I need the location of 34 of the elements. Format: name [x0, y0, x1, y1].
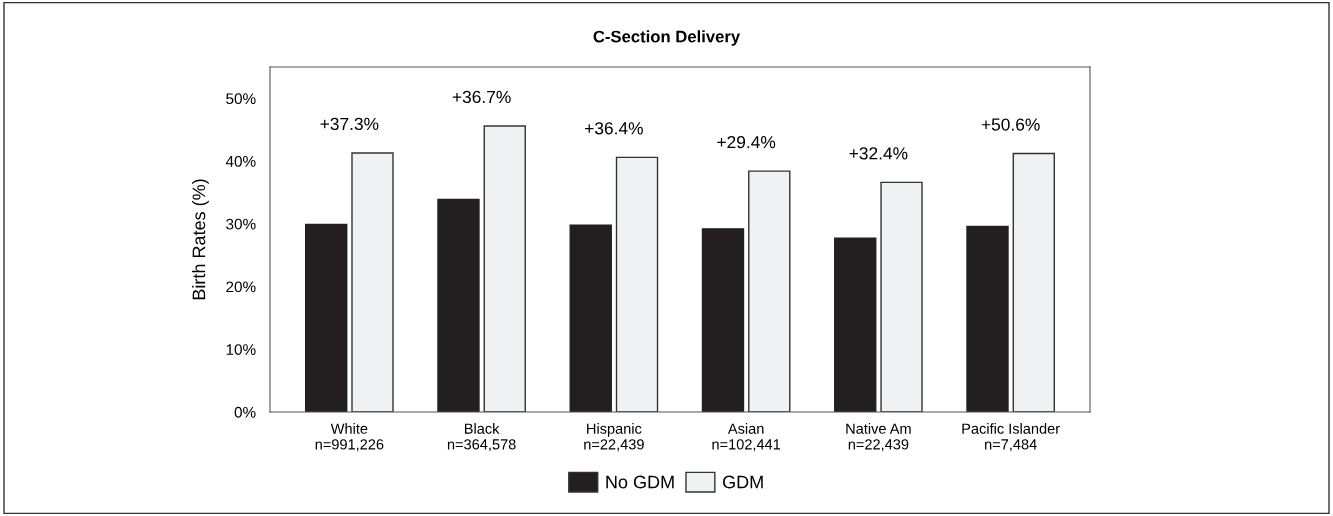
- legend-label: GDM: [722, 475, 763, 489]
- bar: [834, 237, 877, 412]
- bar: [437, 198, 480, 412]
- x-tick-label: White n=991,226: [315, 423, 384, 452]
- annotation: +36.4%: [585, 122, 643, 135]
- annotation: +50.6%: [981, 118, 1040, 131]
- y-axis-title: Birth Rates (%): [192, 179, 209, 300]
- x-tick-label: Asian n=102,441: [712, 423, 781, 452]
- bar: [483, 125, 526, 412]
- annotation: +29.4%: [717, 135, 776, 149]
- x-tick-label: Hispanic n=22,439: [584, 423, 644, 452]
- x-tick-label: Pacific Islander n=7,484: [962, 423, 1060, 452]
- bar: [966, 225, 1009, 412]
- bar: [305, 223, 348, 412]
- x-tick-label: Black n=364,578: [447, 423, 516, 452]
- bar: [701, 228, 745, 412]
- y-tick-label: 0%: [234, 406, 256, 418]
- y-tick-label: 50%: [226, 93, 256, 105]
- annotation: +37.3%: [320, 117, 379, 131]
- chart-title: C-Section Delivery: [593, 30, 741, 46]
- bar: [351, 152, 394, 412]
- annotation: +32.4%: [849, 147, 908, 160]
- y-tick-label: 20%: [226, 281, 256, 293]
- bar: [880, 181, 923, 412]
- y-tick-label: 40%: [225, 155, 256, 167]
- y-tick-label: 10%: [226, 344, 256, 355]
- y-tick-label: 30%: [226, 218, 256, 230]
- bar: [569, 224, 612, 412]
- x-tick-label: Native Am n=22,439: [846, 423, 911, 452]
- bar: [615, 156, 659, 412]
- bar: [1012, 152, 1055, 412]
- legend-label: No GDM: [606, 475, 674, 489]
- bar: [748, 170, 791, 412]
- annotation: +36.7%: [452, 90, 511, 104]
